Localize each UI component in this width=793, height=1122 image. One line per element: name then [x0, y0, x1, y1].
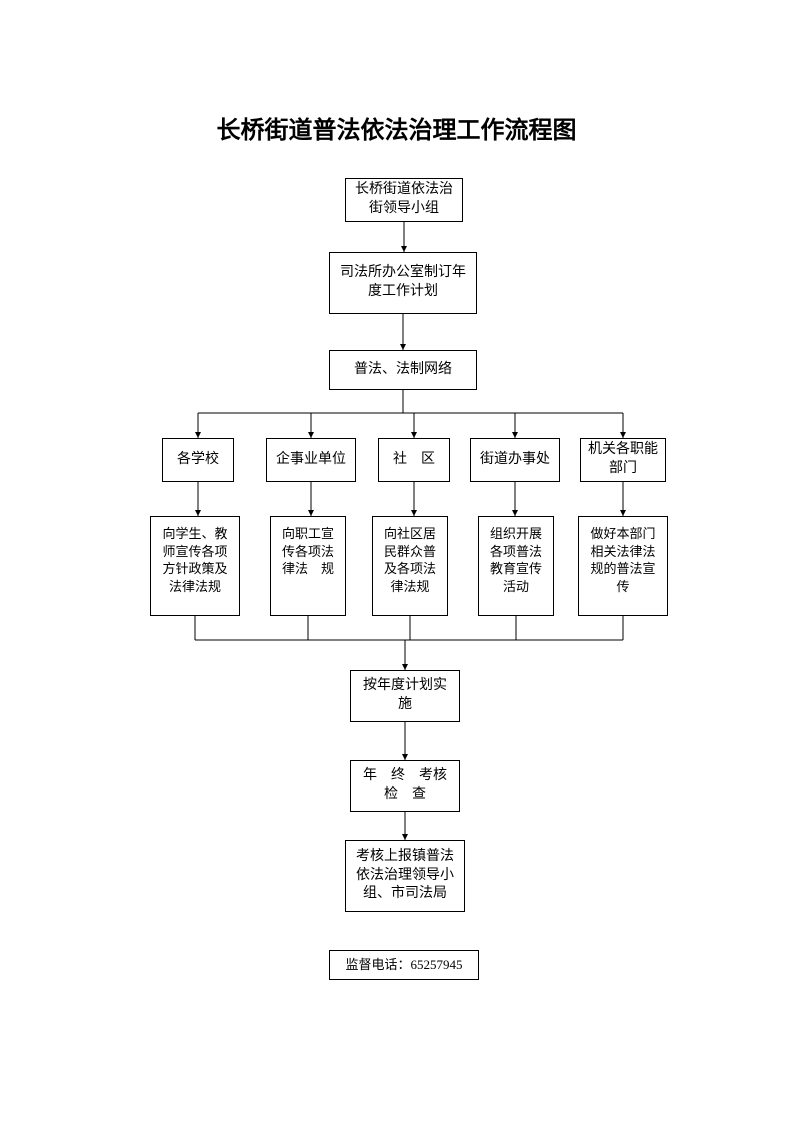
detail-schools: 向学生、教师宣传各项方针政策及法律法规	[150, 516, 240, 616]
node-implement: 按年度计划实 施	[350, 670, 460, 722]
branch-departments: 机关各职能部门	[580, 438, 666, 482]
detail-office: 组织开展各项普法教育宣传活动	[478, 516, 554, 616]
supervision-phone: 监督电话：65257945	[329, 950, 479, 980]
node-office-plan: 司法所办公室制订年度工作计划	[329, 252, 477, 314]
page-title: 长桥街道普法依法治理工作流程图	[0, 110, 793, 145]
node-leading-group: 长桥街道依法治街领导小组	[345, 178, 463, 222]
branch-community: 社 区	[378, 438, 450, 482]
branch-enterprises: 企事业单位	[266, 438, 356, 482]
detail-departments: 做好本部门相关法律法规的普法宣传	[578, 516, 668, 616]
node-yearend-check: 年 终 考核 检 查	[350, 760, 460, 812]
node-legal-network: 普法、法制网络	[329, 350, 477, 390]
detail-enterprises: 向职工宣传各项法律法 规	[270, 516, 346, 616]
page: 长桥街道普法依法治理工作流程图 长桥街道依法治街领导小组 司法所办公室制订年度工…	[0, 0, 793, 1122]
branch-schools: 各学校	[162, 438, 234, 482]
detail-community: 向社区居民群众普及各项法律法规	[372, 516, 448, 616]
node-report: 考核上报镇普法依法治理领导小组、市司法局	[345, 840, 465, 912]
branch-office: 街道办事处	[470, 438, 560, 482]
